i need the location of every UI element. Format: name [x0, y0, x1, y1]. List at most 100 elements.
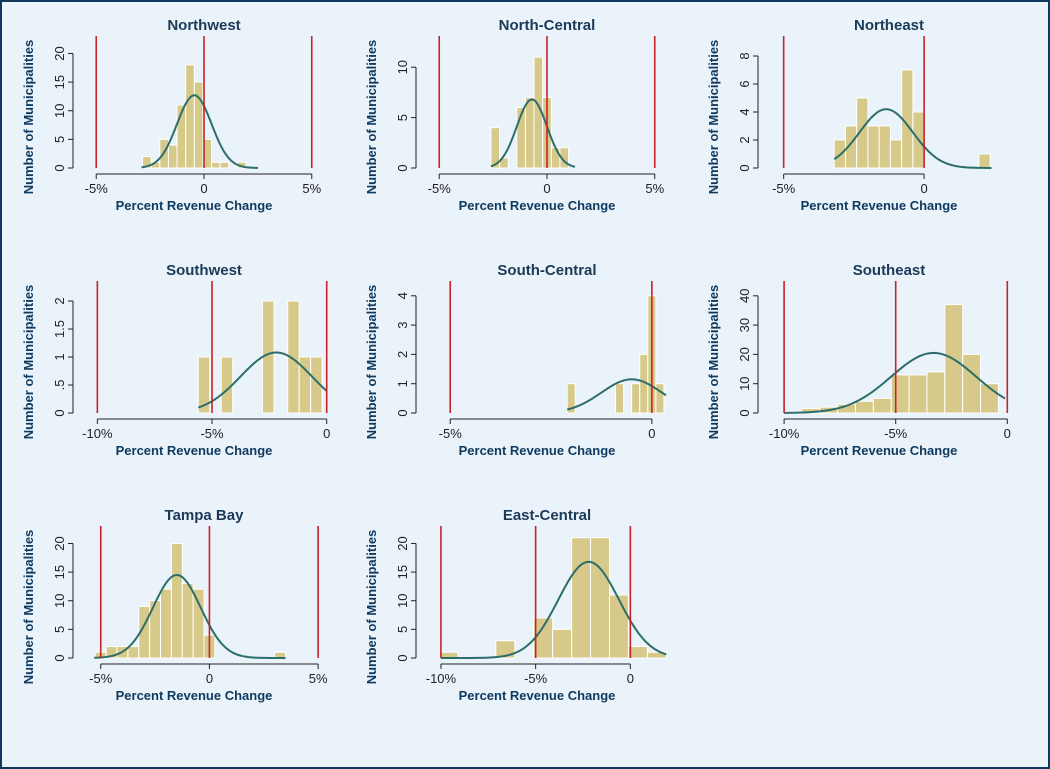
y-tick-label: 20: [52, 46, 67, 60]
y-tick-label: 1.5: [52, 320, 67, 338]
panel-northeast: Northeast 0 2 4 6 8 -5% 0 Percent Revenue Change…: [702, 10, 1022, 213]
panel-title: Northwest: [167, 17, 240, 34]
histogram-bar: [127, 646, 140, 659]
histogram-bar: [867, 125, 880, 169]
density-curve: [784, 351, 1006, 414]
panel-east-central: East-Central 0 5 10 15 20 -10% -5% 0 Percent Reve…: [360, 500, 680, 703]
histogram-south-central: South-Central 0 1 2 3 4 -5% 0 Percent Revenue Ch…: [364, 262, 667, 458]
panel-title: Northeast: [854, 17, 924, 34]
y-tick-label: 10: [52, 593, 67, 607]
y-tick-label: 20: [395, 536, 410, 550]
panel-south-central: South-Central 0 1 2 3 4 -5% 0 Percent Revenue Ch…: [360, 255, 680, 458]
histogram-bar: [655, 383, 665, 414]
x-tick-label: -5%: [772, 181, 796, 196]
x-tick-label: 0: [200, 181, 207, 196]
panel-title: Southeast: [853, 262, 926, 279]
histogram-bar: [590, 537, 611, 659]
x-tick-label: 0: [543, 181, 550, 196]
y-tick-label: 0: [395, 409, 410, 416]
histogram-northeast: Northeast 0 2 4 6 8 -5% 0 Percent Revenue Change…: [706, 17, 992, 213]
histogram-bar: [908, 374, 928, 414]
histogram-bar: [962, 353, 982, 414]
histogram-bar: [524, 96, 535, 169]
y-tick-label: 2: [737, 136, 752, 143]
histogram-east-central: East-Central 0 5 10 15 20 -10% -5% 0 Percent Reve…: [364, 507, 667, 703]
density-curve: [440, 560, 667, 659]
x-axis-label: Percent Revenue Change: [801, 443, 958, 458]
histogram-bar: [181, 583, 194, 659]
y-axis-label: Number of Municipalities: [364, 530, 379, 685]
y-tick-label: 15: [52, 565, 67, 579]
x-axis-label: Percent Revenue Change: [116, 198, 273, 213]
histogram-bar: [872, 397, 892, 414]
x-tick-label: 5%: [309, 671, 328, 686]
density-curve: [94, 574, 286, 659]
x-axis-label: Percent Revenue Change: [459, 198, 616, 213]
density-curve: [141, 94, 258, 169]
y-tick-label: 5: [395, 626, 410, 633]
histogram-bar: [552, 628, 573, 659]
y-tick-label: 15: [395, 565, 410, 579]
y-tick-label: 5: [52, 136, 67, 143]
histogram-bar: [926, 371, 946, 414]
histogram-southeast: Southeast 0 10 20 30 40 -10% -5% 0 Percent Revenu…: [706, 262, 1011, 458]
x-tick-label: -5%: [428, 181, 452, 196]
histogram-bar: [890, 374, 910, 414]
histogram-bar: [167, 144, 178, 169]
x-tick-label: 5%: [302, 181, 321, 196]
panel-title: South-Central: [497, 262, 596, 279]
histogram-bar: [211, 161, 221, 169]
y-tick-label: 8: [737, 52, 752, 59]
y-tick-label: 0: [395, 164, 410, 171]
histogram-northwest: Northwest 0 5 10 15 20 -5% 0 5% Percent Revenue C…: [21, 17, 322, 213]
histogram-bar: [627, 646, 648, 659]
y-tick-label: 2: [52, 297, 67, 304]
histogram-bar: [160, 588, 172, 659]
y-tick-label: 30: [737, 318, 752, 332]
x-tick-label: 0: [627, 671, 634, 686]
histogram-bar: [310, 356, 323, 414]
histogram-bar: [878, 125, 891, 169]
histogram-bar: [197, 356, 211, 414]
x-tick-label: -5%: [439, 426, 463, 441]
y-tick-label: 0: [737, 409, 752, 416]
panel-title: East-Central: [503, 507, 591, 524]
histogram-bar: [646, 651, 667, 659]
x-axis-label: Percent Revenue Change: [801, 198, 958, 213]
panel-southeast: Southeast 0 10 20 30 40 -10% -5% 0 Percent Revenu…: [702, 255, 1022, 458]
y-tick-label: 5: [395, 114, 410, 121]
histogram-bar: [202, 138, 213, 169]
x-tick-label: -10%: [82, 426, 113, 441]
y-axis-label: Number of Municipalities: [706, 40, 721, 195]
histogram-bar: [609, 594, 629, 659]
y-axis-label: Number of Municipalities: [364, 40, 379, 195]
histogram-tampa-bay: Tampa Bay 0 5 10 15 20 -5% 0 5% Percent Revenue C…: [21, 507, 328, 703]
x-axis-label: Percent Revenue Change: [116, 688, 273, 703]
histogram-bar: [192, 588, 205, 659]
x-tick-label: -5%: [884, 426, 908, 441]
x-tick-label: -5%: [85, 181, 109, 196]
y-tick-label: 4: [395, 292, 410, 299]
y-tick-label: 0: [737, 164, 752, 171]
density-curve: [490, 98, 576, 168]
y-tick-label: 0: [395, 654, 410, 661]
y-tick-label: 10: [52, 103, 67, 117]
x-tick-label: 0: [206, 671, 213, 686]
histogram-bar: [559, 147, 570, 169]
y-tick-label: 15: [52, 75, 67, 89]
histogram-bar: [566, 383, 576, 414]
histogram-bar: [571, 537, 592, 659]
histogram-bar: [631, 383, 641, 414]
density-curve: [833, 108, 992, 169]
histogram-southwest: Southwest 0 .5 1 1.5 2 -10% -5% 0 Percent Revenue…: [21, 262, 330, 458]
histogram-bar: [170, 542, 183, 659]
y-tick-label: 4: [737, 108, 752, 115]
y-tick-label: 3: [395, 321, 410, 328]
histogram-bar: [615, 383, 625, 414]
histogram-bar: [533, 617, 554, 659]
histogram-bar: [978, 153, 991, 169]
x-tick-label: 0: [1004, 426, 1011, 441]
y-axis-label: Number of Municipalities: [21, 530, 36, 685]
x-tick-label: 5%: [645, 181, 664, 196]
